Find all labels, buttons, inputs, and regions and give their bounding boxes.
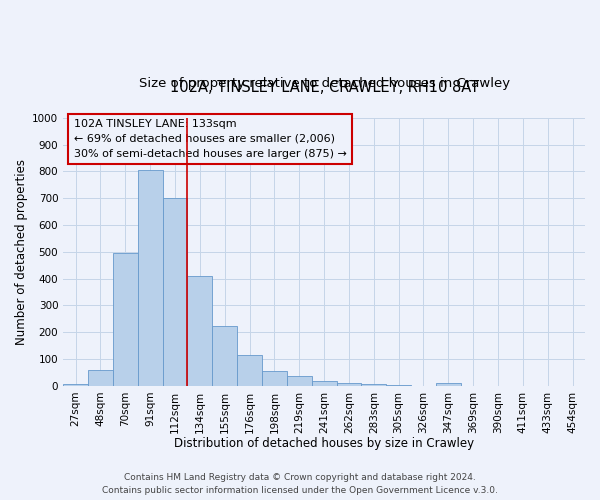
Bar	[88, 370, 113, 386]
Bar	[386, 384, 411, 386]
Text: 102A, TINSLEY LANE, CRAWLEY, RH10 8AT: 102A, TINSLEY LANE, CRAWLEY, RH10 8AT	[170, 80, 479, 95]
Bar	[237, 355, 262, 386]
Y-axis label: Number of detached properties: Number of detached properties	[15, 159, 28, 345]
Bar	[262, 371, 287, 386]
Bar	[63, 384, 88, 386]
Bar	[436, 383, 461, 386]
X-axis label: Distribution of detached houses by size in Crawley: Distribution of detached houses by size …	[174, 437, 474, 450]
Bar	[361, 384, 386, 386]
Text: 102A TINSLEY LANE: 133sqm
← 69% of detached houses are smaller (2,006)
30% of se: 102A TINSLEY LANE: 133sqm ← 69% of detac…	[74, 119, 346, 158]
Bar	[187, 276, 212, 386]
Bar	[212, 326, 237, 386]
Bar	[113, 253, 138, 386]
Bar	[163, 198, 187, 386]
Bar	[138, 170, 163, 386]
Bar	[311, 381, 337, 386]
Bar	[287, 376, 311, 386]
Title: Size of property relative to detached houses in Crawley: Size of property relative to detached ho…	[139, 77, 509, 90]
Text: Contains HM Land Registry data © Crown copyright and database right 2024.
Contai: Contains HM Land Registry data © Crown c…	[102, 474, 498, 495]
Bar	[337, 382, 361, 386]
